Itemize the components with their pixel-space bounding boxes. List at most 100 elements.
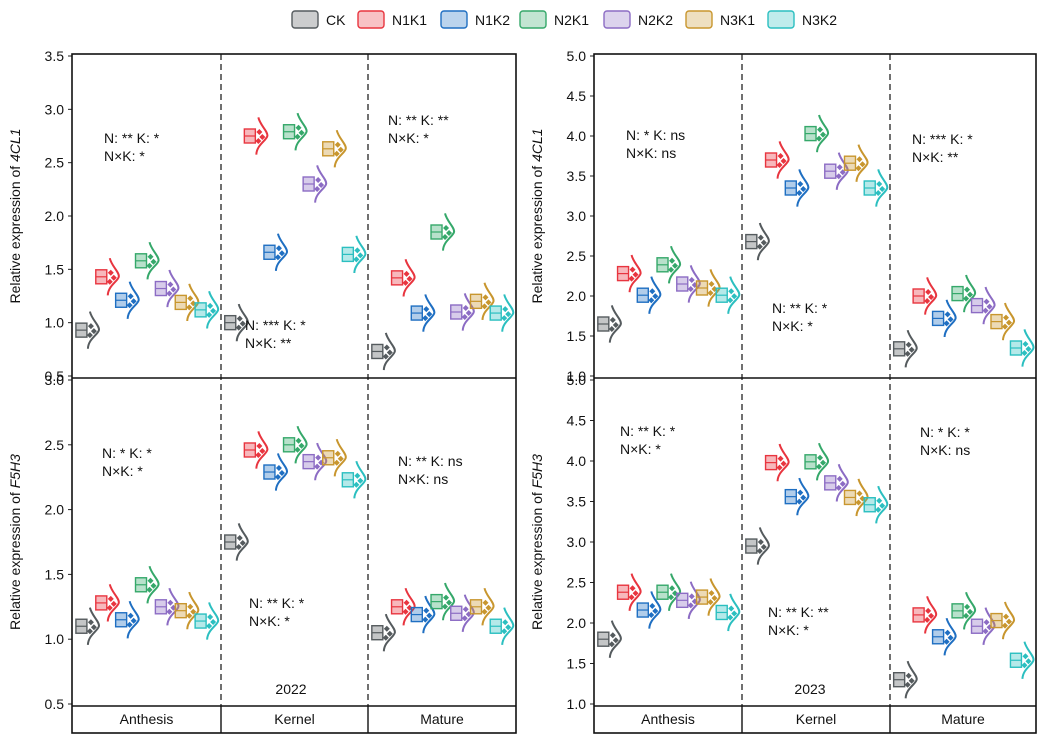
violin-outline xyxy=(353,460,367,499)
mark-n1k1 xyxy=(243,117,269,155)
violin-outline xyxy=(608,620,622,658)
data-point xyxy=(126,621,133,628)
violin-outline xyxy=(235,303,249,342)
data-point xyxy=(443,225,450,231)
data-point xyxy=(107,595,114,602)
data-point xyxy=(983,298,990,305)
y-tick-label: 1.0 xyxy=(567,368,587,384)
data-point xyxy=(632,271,639,278)
mark-n2k1 xyxy=(804,442,830,481)
mark-n1k2 xyxy=(263,453,288,491)
data-point xyxy=(186,304,193,311)
violin-outline xyxy=(924,277,938,315)
data-point xyxy=(256,129,263,135)
data-point xyxy=(859,161,866,168)
year-label: 2022 xyxy=(275,681,306,697)
data-point xyxy=(403,599,410,606)
y-axis-label-gene: F5H3 xyxy=(529,454,545,488)
data-point xyxy=(334,141,341,148)
mark-ck xyxy=(224,303,249,342)
mark-n2k1 xyxy=(656,245,682,284)
data-point xyxy=(628,275,635,282)
violin-outline xyxy=(707,578,721,616)
mark-n3k1 xyxy=(990,601,1015,640)
data-point xyxy=(443,594,450,601)
data-point xyxy=(106,604,113,611)
data-point xyxy=(731,610,738,617)
data-point xyxy=(855,499,862,506)
violin-outline xyxy=(294,112,308,151)
y-tick-label: 0.5 xyxy=(45,696,65,712)
significance-line-1: N: ** K: * xyxy=(104,130,160,146)
violin-outline xyxy=(943,617,957,656)
significance-line-1: N: ** K: * xyxy=(620,423,676,439)
data-point xyxy=(239,320,246,327)
legend-swatch-n3k2 xyxy=(767,10,795,29)
data-point xyxy=(708,590,715,597)
data-point xyxy=(255,138,262,144)
mark-ck xyxy=(745,222,770,261)
data-point xyxy=(236,535,243,541)
violin-outline xyxy=(776,141,790,179)
data-point xyxy=(278,470,285,477)
y-tick-label: 5.0 xyxy=(567,48,587,64)
mark-ck xyxy=(597,620,622,658)
y-tick-label: 3.0 xyxy=(567,534,587,550)
data-point xyxy=(964,286,971,293)
data-point xyxy=(612,322,619,328)
chart-2022-f5h3: 0.5 1.0 1.5 2.0 2.5 3.0 Relative expression of… xyxy=(7,372,515,712)
data-point xyxy=(1001,622,1008,629)
violin-outline xyxy=(628,254,642,293)
data-point xyxy=(797,489,804,496)
data-point xyxy=(963,612,970,619)
data-point xyxy=(146,262,153,269)
data-point xyxy=(150,258,157,265)
violin-outline xyxy=(166,269,180,308)
violin-outline xyxy=(687,581,701,620)
mark-n1k2 xyxy=(931,617,957,656)
data-point xyxy=(1022,653,1029,660)
data-point xyxy=(386,349,393,356)
mark-n3k2 xyxy=(489,607,515,645)
data-point xyxy=(982,628,989,635)
violin-outline xyxy=(274,453,288,491)
data-point xyxy=(796,190,803,196)
legend-swatch-n1k2 xyxy=(440,10,468,29)
violin-outline xyxy=(461,293,475,331)
mark-n3k2 xyxy=(194,602,220,640)
data-point xyxy=(904,681,911,688)
data-point xyxy=(836,164,843,171)
violin-outline xyxy=(943,299,957,338)
data-point xyxy=(236,315,243,322)
data-point xyxy=(126,302,133,309)
violin-outline xyxy=(982,607,996,645)
data-point xyxy=(688,277,695,283)
data-point xyxy=(127,293,134,300)
y-tick-label: 4.0 xyxy=(567,128,587,144)
data-point xyxy=(334,450,341,457)
data-point xyxy=(110,274,117,281)
data-point xyxy=(501,315,508,322)
y-tick-label: 3.5 xyxy=(45,48,65,64)
data-point xyxy=(461,314,468,320)
data-point xyxy=(333,459,340,466)
data-point xyxy=(668,266,675,273)
mark-n1k2 xyxy=(263,233,288,271)
violin-outline xyxy=(501,607,515,645)
mark-n2k1 xyxy=(282,425,308,464)
violin-outline xyxy=(727,593,741,632)
data-point xyxy=(146,586,153,593)
y-axis-label-prefix: Relative expression of xyxy=(529,162,545,304)
legend-swatch-ck xyxy=(291,10,319,29)
panel-border xyxy=(71,53,517,734)
data-point xyxy=(386,630,393,637)
violin-outline xyxy=(875,485,889,524)
data-point xyxy=(629,585,636,592)
data-point xyxy=(905,341,912,348)
data-point xyxy=(707,290,714,296)
data-point xyxy=(485,604,492,611)
data-point xyxy=(707,599,714,606)
violin-outline xyxy=(982,286,996,325)
data-point xyxy=(210,619,217,626)
violin-outline xyxy=(835,463,849,502)
